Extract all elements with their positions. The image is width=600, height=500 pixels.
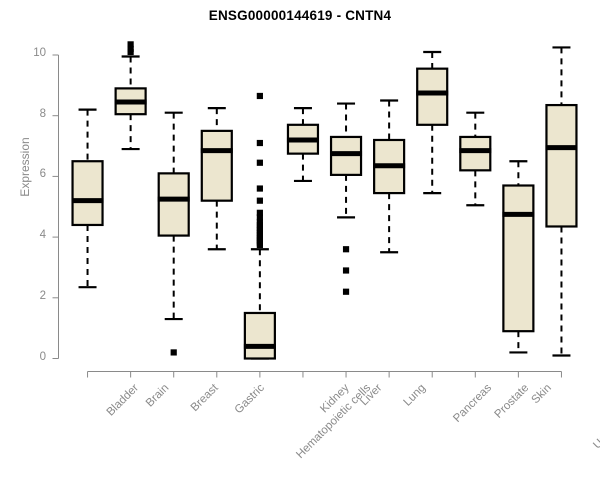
boxplot-pancreas <box>416 50 449 195</box>
box-iqr <box>243 311 276 360</box>
box-iqr <box>459 135 492 172</box>
boxplot-lung <box>373 99 406 254</box>
outlier-point <box>342 246 350 253</box>
boxplot-breast <box>157 111 190 356</box>
boxplot-unknown-other <box>545 46 578 357</box>
y-tick-label: 8 <box>39 107 46 120</box>
boxplot-gastric <box>200 107 233 251</box>
box-iqr <box>502 184 535 333</box>
box-iqr <box>416 67 449 126</box>
box-iqr <box>200 129 233 202</box>
boxplot-kidney <box>286 107 320 183</box>
outlier-point <box>256 185 263 192</box>
box-iqr <box>71 160 104 227</box>
outlier-point <box>256 197 263 204</box>
outlier-point <box>127 48 134 56</box>
chart-title: ENSG00000144619 - CNTN4 <box>208 8 392 23</box>
boxplot-brain <box>114 41 147 151</box>
box-iqr <box>157 172 190 237</box>
outlier-point <box>342 288 350 295</box>
outlier-point <box>256 159 263 166</box>
outlier-point <box>170 349 177 356</box>
boxplot-prostate <box>459 111 492 207</box>
outlier-point <box>256 92 263 100</box>
y-tick-label: 10 <box>33 47 46 59</box>
box-iqr <box>545 103 578 228</box>
outlier-point <box>342 267 350 274</box>
outlier-point <box>256 241 263 249</box>
y-tick-label: 0 <box>39 350 46 363</box>
outlier-point <box>256 139 263 147</box>
boxplot-bladder <box>71 108 104 289</box>
y-tick-label: 2 <box>39 289 46 302</box>
boxplot-hematopoietic-cells <box>243 92 276 360</box>
boxplot-skin <box>502 160 535 354</box>
y-tick-label: 4 <box>39 229 46 242</box>
y-tick-label: 6 <box>39 168 46 181</box>
boxplot-liver <box>329 102 363 295</box>
